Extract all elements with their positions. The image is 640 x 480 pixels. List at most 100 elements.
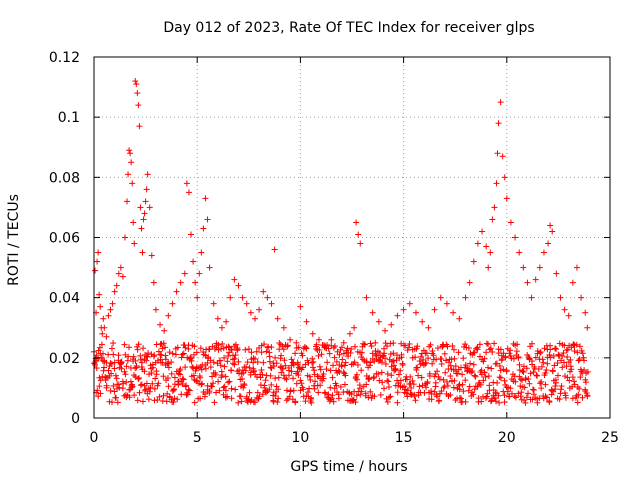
baseline-point (152, 375, 159, 382)
data-point (437, 294, 444, 301)
baseline-point (500, 366, 507, 373)
baseline-point (114, 399, 121, 406)
baseline-point (573, 341, 580, 348)
x-tick-label: 10 (291, 430, 309, 446)
baseline-point (482, 373, 489, 380)
data-point (169, 300, 176, 307)
baseline-point (246, 389, 253, 396)
baseline-point (488, 365, 495, 372)
baseline-point (507, 347, 514, 354)
baseline-point (222, 394, 229, 401)
baseline-point (217, 362, 224, 369)
baseline-point (485, 373, 492, 380)
baseline-point (306, 385, 313, 392)
baseline-point (575, 391, 582, 398)
data-point (239, 294, 246, 301)
data-point (177, 279, 184, 286)
baseline-point (419, 382, 426, 389)
baseline-point (137, 352, 144, 359)
baseline-point (342, 359, 349, 366)
baseline-point (273, 360, 280, 367)
data-point (431, 306, 438, 313)
baseline-point (354, 361, 361, 368)
baseline-point (382, 361, 389, 368)
baseline-point (372, 339, 379, 346)
baseline-point (198, 381, 205, 388)
baseline-point (263, 389, 270, 396)
baseline-point (382, 340, 389, 347)
baseline-point (231, 361, 238, 368)
baseline-point (288, 356, 295, 363)
baseline-point (127, 378, 134, 385)
data-point (260, 288, 267, 295)
baseline-point (185, 386, 192, 393)
baseline-point (417, 353, 424, 360)
baseline-point (462, 398, 469, 405)
baseline-point (481, 369, 488, 376)
baseline-point (315, 389, 322, 396)
data-point (569, 279, 576, 286)
baseline-point (536, 350, 543, 357)
baseline-point (268, 381, 275, 388)
baseline-point (186, 387, 193, 394)
baseline-point (356, 382, 363, 389)
baseline-point (533, 372, 540, 379)
baseline-point (358, 388, 365, 395)
baseline-point (543, 367, 550, 374)
baseline-point (258, 366, 265, 373)
baseline-point (254, 389, 261, 396)
baseline-point (111, 365, 118, 372)
baseline-point (178, 391, 185, 398)
baseline-point (294, 361, 301, 368)
baseline-point (180, 376, 187, 383)
baseline-point (263, 348, 270, 355)
data-point (101, 324, 108, 331)
y-tick-label: 0.02 (49, 351, 80, 367)
baseline-point (165, 360, 172, 367)
data-point (388, 321, 395, 328)
baseline-point (516, 373, 523, 380)
data-point (140, 216, 147, 223)
data-point (425, 324, 432, 331)
baseline-point (193, 349, 200, 356)
x-tick-label: 25 (601, 430, 619, 446)
baseline-point (156, 393, 163, 400)
baseline-point (229, 360, 236, 367)
baseline-point (390, 340, 397, 347)
baseline-point (397, 377, 404, 384)
baseline-point (387, 340, 394, 347)
baseline-point (95, 347, 102, 354)
data-point (218, 324, 225, 331)
baseline-point (483, 349, 490, 356)
baseline-point (371, 374, 378, 381)
baseline-point (447, 373, 454, 380)
baseline-point (512, 394, 519, 401)
baseline-point (205, 354, 212, 361)
baseline-point (102, 374, 109, 381)
baseline-point (534, 372, 541, 379)
baseline-point (414, 343, 421, 350)
baseline-point (564, 374, 571, 381)
baseline-point (440, 376, 447, 383)
baseline-point (423, 384, 430, 391)
baseline-point (179, 375, 186, 382)
baseline-point (404, 347, 411, 354)
data-point (204, 216, 211, 223)
baseline-point (179, 351, 186, 358)
baseline-point (465, 387, 472, 394)
baseline-point (571, 378, 578, 385)
baseline-point (279, 365, 286, 372)
data-point (135, 102, 142, 109)
baseline-point (556, 396, 563, 403)
baseline-point (550, 352, 557, 359)
data-point (139, 249, 146, 256)
baseline-point (570, 341, 577, 348)
baseline-point (182, 344, 189, 351)
data-point (394, 312, 401, 319)
baseline-point (331, 343, 338, 350)
baseline-point (164, 360, 171, 367)
baseline-point (215, 341, 222, 348)
baseline-point (525, 390, 532, 397)
baseline-point (409, 377, 416, 384)
baseline-point (569, 374, 576, 381)
